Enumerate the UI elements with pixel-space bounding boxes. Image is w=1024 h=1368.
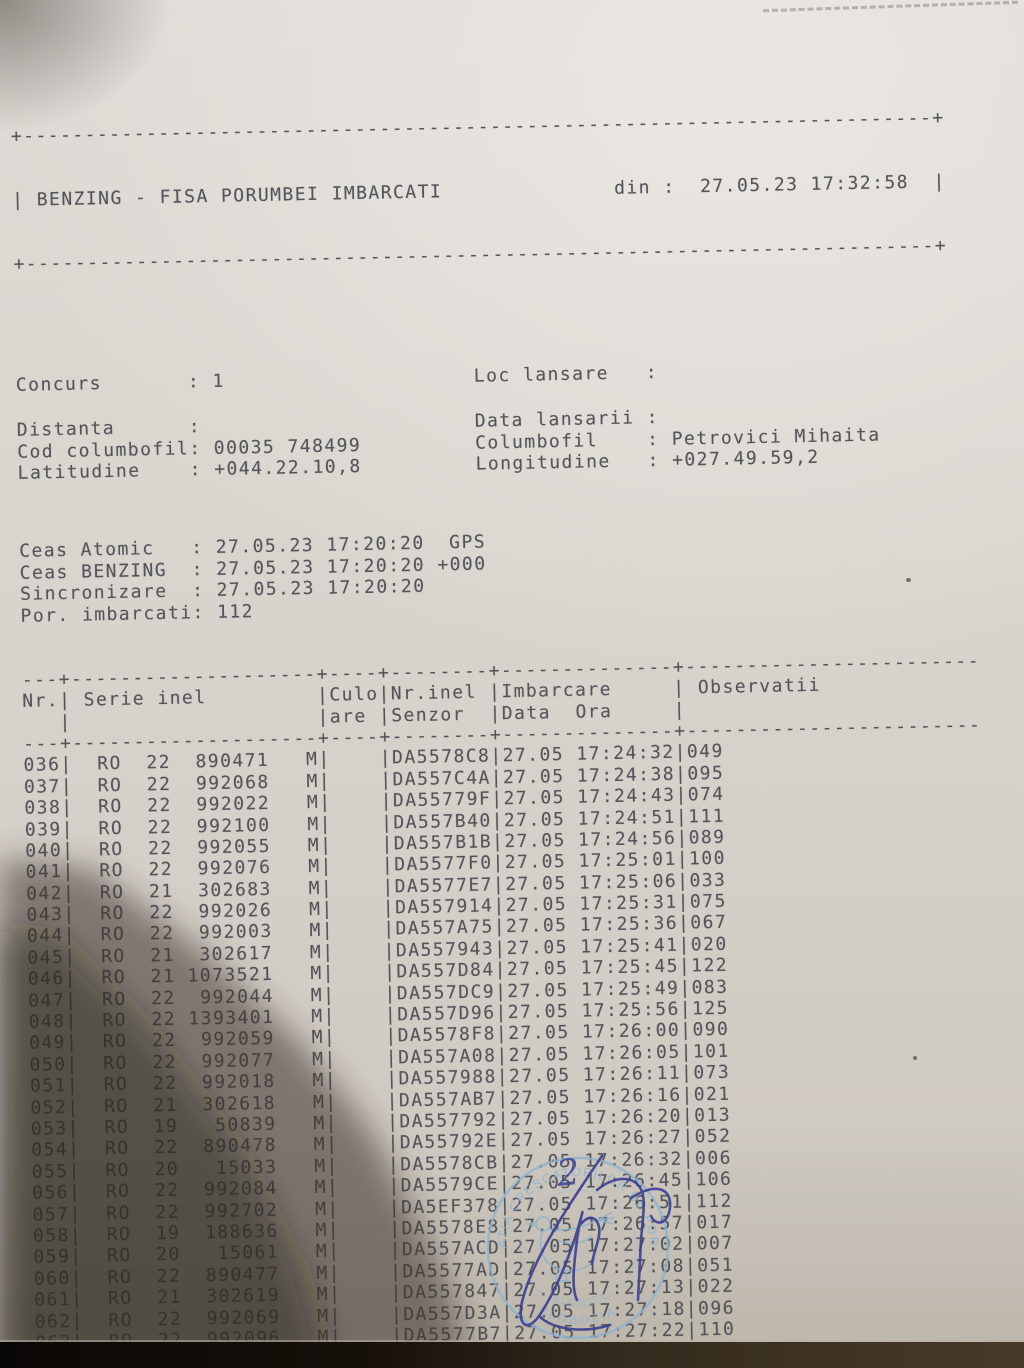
boarding-table: ---+--------------------+----+--------+-… [22,650,1024,1368]
info-row: Concurs : 1 Loc lansare : [16,355,1001,396]
box-border-bottom: +---------------------------------------… [13,235,948,275]
clock-block: Ceas Atomic : 27.05.23 17:20:20 GPS Ceas … [19,522,1006,627]
paper-speck [906,578,911,582]
page-top-dashed-edge [763,0,1018,13]
box-border-top: +---------------------------------------… [10,106,945,147]
header-title-line: | BENZING - FISA PORUMBEI IMBARCATI din … [11,171,947,211]
info-label-value: Concurs : 1 [15,370,225,396]
desk-surface [0,1342,1024,1368]
header-box: +---------------------------------------… [10,63,1000,318]
info-block: Concurs : 1 Loc lansare : Distanta : Data… [16,355,1003,484]
paper-speck [913,1056,917,1060]
printout-content: +---------------------------------------… [9,20,1024,1368]
info-label-value: Loc lansare : [473,361,671,387]
